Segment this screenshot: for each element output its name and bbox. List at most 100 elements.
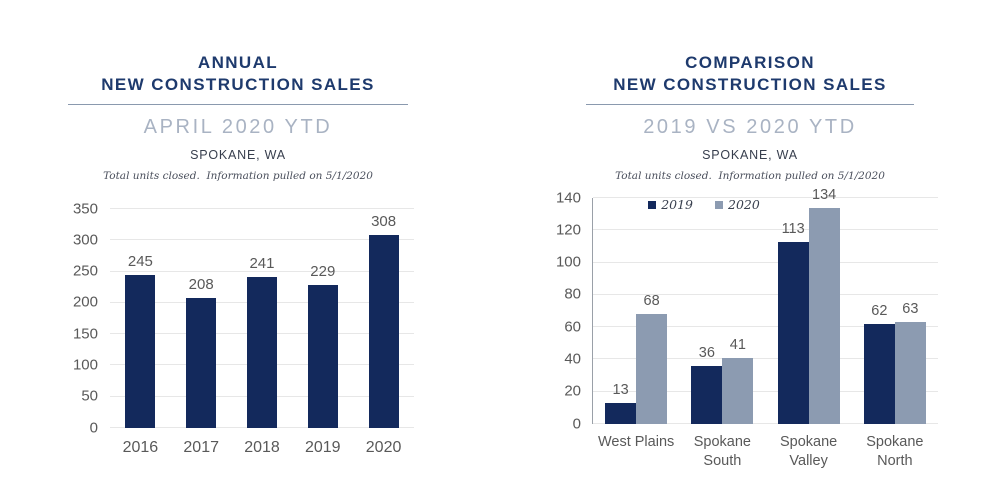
bar-value-label: 134	[812, 186, 837, 203]
bar-value-label: 13	[612, 382, 629, 399]
y-axis-tick-label: 80	[564, 285, 581, 303]
x-tick-label-west-plains: West Plains	[597, 434, 675, 450]
bar-wrap: 245	[125, 252, 156, 428]
legend-label-2020: 2020	[728, 197, 760, 212]
y-axis-tick-label: 120	[555, 221, 581, 239]
legend-item-2019: 2019	[648, 197, 693, 212]
bar-value-label: 308	[371, 213, 397, 231]
bar-spokane-valley-2019	[777, 241, 809, 424]
bar-group-spokane-north: 62 63	[863, 301, 926, 424]
gridline: 0	[573, 415, 938, 432]
x-tick-label-spokane-north: Spokane North	[866, 434, 924, 469]
y-axis-tick-label: 200	[72, 293, 98, 311]
bar-2017	[186, 297, 217, 428]
bar-value-label: 62	[871, 302, 888, 319]
comparison-title-divider	[586, 104, 914, 105]
gridline: 100	[556, 254, 938, 271]
y-axis-line	[592, 198, 593, 424]
gridline: 140	[556, 189, 938, 206]
bar-value-label: 229	[310, 262, 336, 280]
x-axis-labels: 2016 2017 2018 2019 2020	[110, 438, 414, 458]
gridline: 40	[564, 350, 938, 367]
bar-spokane-south-2020	[722, 357, 754, 424]
bar-wrap: 229	[307, 262, 338, 428]
bar-group-west-plains: 13 68	[605, 293, 668, 424]
annual-chart-header: ANNUAL NEW CONSTRUCTION SALES APRIL 2020 …	[60, 52, 416, 182]
annual-sales-panel: ANNUAL NEW CONSTRUCTION SALES APRIL 2020 …	[60, 52, 416, 458]
y-axis-tick-label: 250	[72, 262, 98, 280]
bar-wrap: 113	[777, 220, 809, 424]
x-tick-label-2019: 2019	[304, 439, 341, 456]
x-tick-label-spokane-south: Spokane South	[693, 434, 751, 469]
annual-chart-note: Total units closed. Information pulled o…	[103, 170, 373, 182]
annual-title-line2: NEW CONSTRUCTION SALES	[101, 75, 375, 94]
bar-wrap: 308	[368, 213, 399, 428]
bar-spokane-north-2019	[863, 323, 895, 424]
comparison-sales-panel: COMPARISON NEW CONSTRUCTION SALES 2019 VS…	[550, 52, 950, 471]
y-axis-tick-label: 140	[555, 189, 581, 206]
y-axis-tick-label: 100	[555, 253, 581, 271]
bar-wrap: 63	[894, 301, 926, 424]
gridline: 80	[564, 286, 938, 303]
x-tick-label-2018: 2018	[244, 439, 280, 456]
gridline: 250	[73, 263, 414, 280]
bar-spokane-valley-2020	[808, 207, 840, 424]
bar-west-plains-2020	[636, 314, 668, 424]
x-tick-label-2017: 2017	[183, 439, 219, 456]
bar-group-spokane-valley: 113 134	[777, 186, 840, 424]
y-axis-tick-label: 50	[81, 387, 98, 405]
bar-value-label: 68	[643, 293, 660, 310]
bar-2020	[368, 235, 399, 428]
y-axis-tick-label: 0	[572, 415, 581, 432]
annual-title-divider	[68, 104, 408, 105]
bar-west-plains-2019	[605, 403, 637, 424]
bar-wrap: 241	[246, 255, 277, 428]
annual-chart-location: SPOKANE, WA	[190, 148, 286, 162]
bar-value-label: 36	[698, 344, 715, 361]
bar-group-2018: 241	[246, 255, 277, 428]
bar-group-2016: 245	[125, 252, 156, 428]
annual-chart-subtitle: APRIL 2020 YTD	[143, 116, 333, 138]
comparison-chart-location: SPOKANE, WA	[702, 148, 798, 162]
bar-group-2017: 208	[186, 275, 217, 428]
y-axis-tick-label: 20	[564, 382, 581, 400]
bar-group-2020: 308	[368, 213, 399, 428]
comparison-title-line2: NEW CONSTRUCTION SALES	[613, 75, 887, 94]
comparison-chart-note: Total units closed. Information pulled o…	[615, 170, 885, 182]
bar-value-label: 208	[188, 275, 214, 293]
legend-label-2019: 2019	[661, 197, 693, 212]
bar-2018	[246, 277, 277, 428]
annual-bar-chart: 0 50 100 150 200 250 300 350 245 208 241 229 308 2016…	[60, 200, 416, 458]
bar-value-label: 241	[249, 255, 275, 273]
bars-row: 13 68 36 41 113 134 62 63	[593, 187, 938, 424]
annual-title-line1: ANNUAL	[197, 53, 279, 72]
bar-value-label: 245	[127, 252, 153, 270]
annual-chart-title: ANNUAL NEW CONSTRUCTION SALES	[60, 52, 416, 96]
comparison-grouped-bar-chart: 0 20 40 60 80 100 120 140 2019 2020 13 68 36 41 113 134…	[550, 187, 950, 471]
bar-wrap: 68	[636, 293, 668, 424]
y-axis-tick-label: 100	[72, 356, 98, 374]
bars-row: 245 208 241 229 308	[110, 209, 414, 428]
comparison-title-line1: COMPARISON	[685, 53, 815, 72]
bar-value-label: 41	[729, 336, 746, 353]
x-tick-label-2020: 2020	[365, 439, 402, 456]
y-axis-tick-label: 350	[72, 200, 98, 217]
legend-swatch-2019	[648, 200, 657, 209]
bar-spokane-south-2019	[691, 365, 723, 424]
bar-spokane-north-2020	[894, 322, 926, 424]
chart-legend: 2019 2020	[648, 197, 760, 212]
bar-wrap: 41	[722, 336, 754, 424]
gridline: 120	[556, 221, 938, 238]
bar-group-spokane-south: 36 41	[691, 336, 754, 424]
y-axis-tick-label: 300	[72, 231, 98, 249]
bar-wrap: 62	[863, 302, 895, 424]
legend-item-2020: 2020	[715, 197, 760, 212]
comparison-chart-header: COMPARISON NEW CONSTRUCTION SALES 2019 VS…	[550, 52, 950, 182]
bar-2019	[307, 284, 338, 428]
x-axis-labels: West Plains Spokane South Spokane Valley Sp…	[593, 433, 938, 471]
bar-value-label: 113	[781, 220, 805, 237]
x-tick-label-spokane-valley: Spokane Valley	[780, 434, 838, 469]
legend-swatch-2020	[715, 200, 723, 209]
gridline: 20	[564, 383, 938, 400]
plot-area: 0 50 100 150 200 250 300 350 245 208 241 229 308	[73, 200, 414, 436]
